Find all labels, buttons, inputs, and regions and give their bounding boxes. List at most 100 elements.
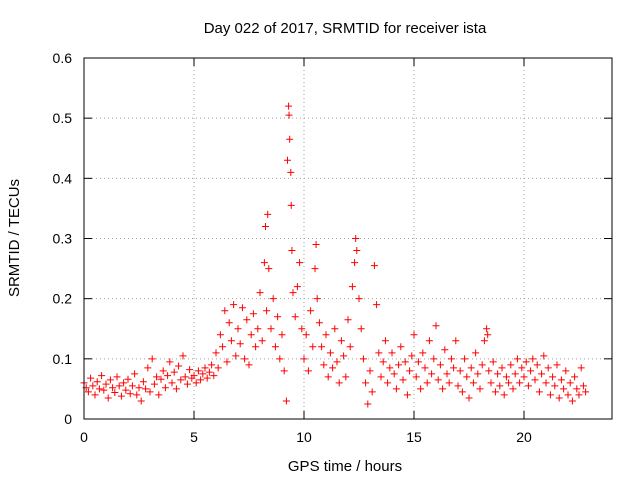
data-points bbox=[80, 102, 590, 408]
data-point bbox=[408, 352, 416, 360]
data-point bbox=[577, 364, 585, 372]
data-point bbox=[496, 382, 504, 390]
data-point bbox=[296, 259, 304, 267]
data-point bbox=[166, 358, 174, 366]
data-point bbox=[315, 319, 323, 327]
data-point bbox=[500, 391, 508, 399]
data-point bbox=[476, 385, 484, 393]
data-point bbox=[287, 168, 295, 176]
data-point bbox=[205, 368, 213, 376]
data-point bbox=[423, 379, 431, 387]
data-point bbox=[546, 391, 554, 399]
x-tick-label: 15 bbox=[406, 429, 422, 445]
data-point bbox=[484, 331, 492, 339]
data-point bbox=[331, 325, 339, 333]
data-point bbox=[241, 355, 249, 363]
data-point bbox=[505, 379, 513, 387]
data-point bbox=[170, 368, 178, 376]
data-point bbox=[463, 373, 471, 381]
data-point bbox=[159, 367, 167, 375]
data-point bbox=[84, 388, 92, 396]
data-point bbox=[307, 307, 315, 315]
data-point bbox=[370, 262, 378, 270]
data-point bbox=[441, 346, 449, 354]
data-point bbox=[148, 355, 156, 363]
data-point bbox=[491, 388, 499, 396]
y-tick-label: 0.3 bbox=[53, 231, 73, 247]
data-point bbox=[478, 361, 486, 369]
data-point bbox=[232, 352, 240, 360]
data-point bbox=[564, 391, 572, 399]
data-point bbox=[430, 355, 438, 363]
data-point bbox=[498, 364, 506, 372]
data-point bbox=[342, 373, 350, 381]
data-point bbox=[150, 380, 158, 388]
data-point bbox=[258, 337, 266, 345]
tick-labels: 0 0.1 0.2 0.3 0.4 0.5 0.6 0 5 10 15 20 bbox=[53, 50, 532, 445]
data-point bbox=[256, 289, 264, 297]
data-point bbox=[362, 379, 370, 387]
data-point bbox=[346, 343, 354, 351]
data-point bbox=[225, 319, 233, 327]
data-point bbox=[520, 373, 528, 381]
data-point bbox=[359, 355, 367, 363]
x-axis-title: GPS time / hours bbox=[288, 458, 402, 475]
data-point bbox=[386, 364, 394, 372]
data-point bbox=[467, 364, 475, 372]
data-point bbox=[252, 343, 260, 351]
data-point bbox=[461, 355, 469, 363]
data-point bbox=[403, 391, 411, 399]
data-point bbox=[263, 307, 271, 315]
data-point bbox=[120, 379, 128, 387]
data-point bbox=[179, 352, 187, 360]
data-point bbox=[280, 367, 288, 375]
data-point bbox=[172, 385, 180, 393]
data-point bbox=[465, 394, 473, 402]
data-point bbox=[318, 343, 326, 351]
data-point bbox=[527, 367, 535, 375]
data-point bbox=[267, 325, 275, 333]
data-point bbox=[434, 376, 442, 384]
data-point bbox=[366, 367, 374, 375]
data-point bbox=[128, 382, 136, 390]
data-point bbox=[175, 362, 183, 370]
data-point bbox=[177, 376, 185, 384]
data-point bbox=[139, 378, 147, 386]
data-point bbox=[329, 364, 337, 372]
data-point bbox=[223, 358, 231, 366]
data-point bbox=[133, 391, 141, 399]
data-point bbox=[324, 373, 332, 381]
data-point bbox=[285, 102, 293, 110]
y-axis-title: SRMTID / TECUs bbox=[6, 179, 23, 297]
data-point bbox=[113, 373, 121, 381]
data-point bbox=[333, 358, 341, 366]
data-point bbox=[348, 283, 356, 291]
data-point bbox=[542, 379, 550, 387]
data-point bbox=[286, 135, 294, 143]
data-point bbox=[89, 382, 97, 390]
data-point bbox=[483, 325, 491, 333]
data-point bbox=[260, 259, 268, 267]
data-point bbox=[181, 373, 189, 381]
data-point bbox=[131, 370, 139, 378]
data-point bbox=[87, 374, 95, 382]
data-point bbox=[190, 372, 198, 380]
data-point bbox=[375, 349, 383, 357]
data-point bbox=[214, 364, 222, 372]
data-point bbox=[337, 337, 345, 345]
y-tick-label: 0 bbox=[64, 411, 72, 427]
data-point bbox=[395, 361, 403, 369]
data-point bbox=[412, 373, 420, 381]
data-point bbox=[264, 210, 272, 218]
data-point bbox=[293, 283, 301, 291]
data-point bbox=[417, 385, 425, 393]
data-point bbox=[445, 379, 453, 387]
data-point bbox=[364, 400, 372, 408]
data-point bbox=[351, 259, 359, 267]
data-point bbox=[126, 390, 134, 398]
data-point bbox=[529, 355, 537, 363]
data-point bbox=[551, 382, 559, 390]
data-point bbox=[201, 364, 209, 372]
data-point bbox=[428, 370, 436, 378]
data-point bbox=[566, 379, 574, 387]
